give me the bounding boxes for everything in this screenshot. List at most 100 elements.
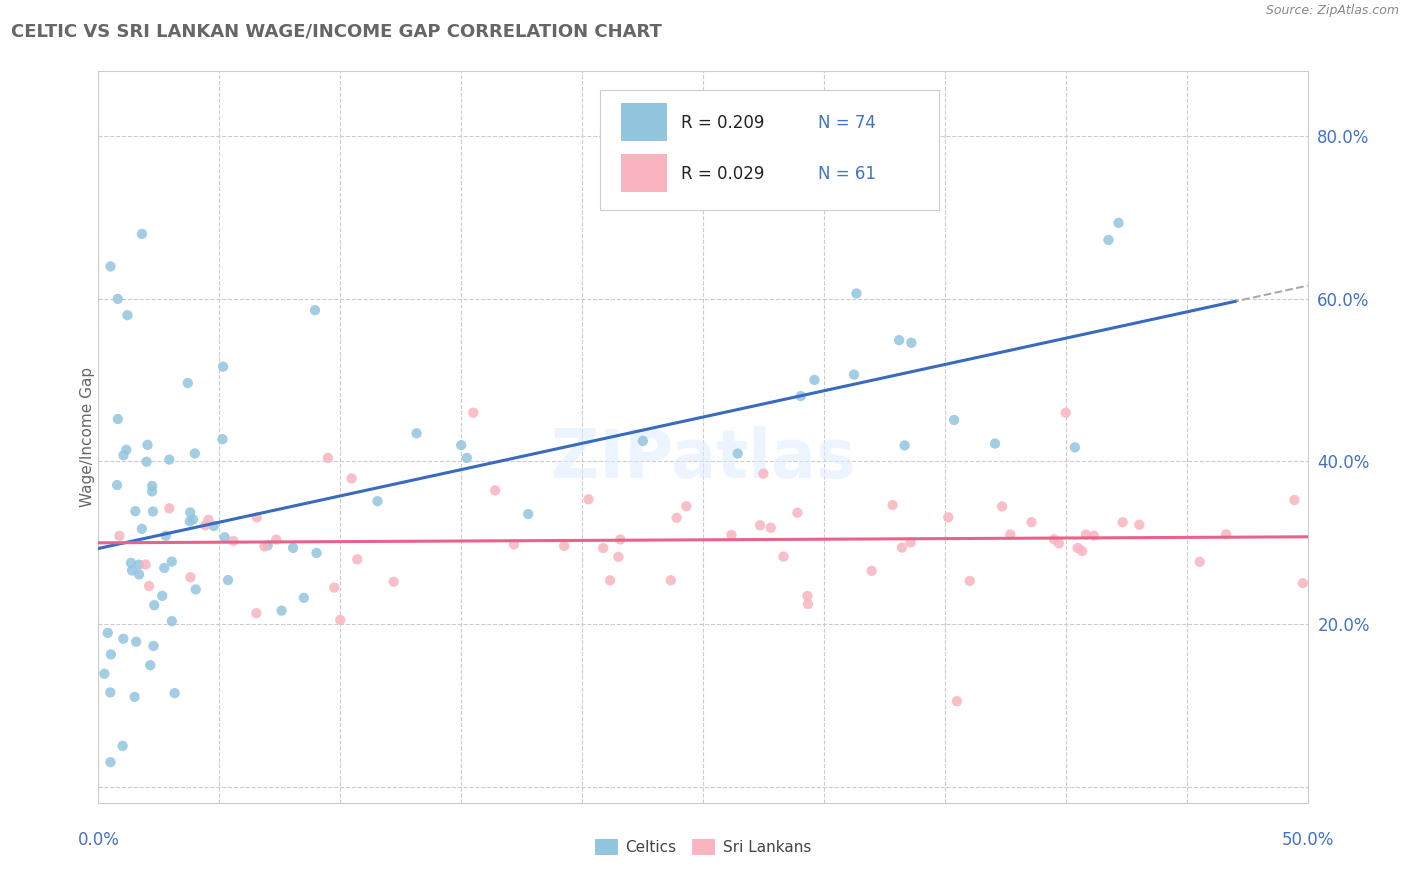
Point — [153, 561, 176, 575]
Point — [138, 579, 160, 593]
Text: Source: ZipAtlas.com: Source: ZipAtlas.com — [1265, 4, 1399, 18]
Point — [256, 538, 278, 552]
Point — [128, 558, 150, 572]
Point — [217, 573, 239, 587]
Point — [150, 589, 173, 603]
Point — [107, 292, 129, 306]
Point — [1074, 527, 1097, 541]
Point — [107, 412, 129, 426]
Text: 0.0%: 0.0% — [77, 831, 120, 849]
Point — [100, 260, 122, 274]
Point — [900, 335, 922, 350]
Text: R = 0.209: R = 0.209 — [682, 113, 765, 131]
Point — [607, 549, 630, 564]
Point — [845, 286, 868, 301]
Point — [111, 739, 134, 753]
Point — [305, 546, 328, 560]
Point — [609, 533, 631, 547]
Point — [592, 541, 614, 555]
Point — [160, 555, 183, 569]
Point — [222, 534, 245, 549]
Point — [463, 406, 485, 420]
Point — [1097, 233, 1119, 247]
Point — [124, 504, 146, 518]
Point — [803, 373, 825, 387]
Point — [157, 452, 180, 467]
Point — [346, 552, 368, 566]
Point — [214, 530, 236, 544]
Point — [155, 529, 177, 543]
Point — [1000, 527, 1022, 541]
Point — [1111, 515, 1133, 529]
Point — [141, 479, 163, 493]
Point — [163, 686, 186, 700]
Point — [117, 308, 139, 322]
Text: CELTIC VS SRI LANKAN WAGE/INCOME GAP CORRELATION CHART: CELTIC VS SRI LANKAN WAGE/INCOME GAP COR… — [11, 22, 662, 40]
Point — [264, 533, 287, 547]
Text: R = 0.029: R = 0.029 — [682, 165, 765, 183]
Point — [893, 438, 915, 452]
Point — [889, 333, 911, 347]
Point — [212, 359, 235, 374]
Point — [141, 484, 163, 499]
Point — [120, 556, 142, 570]
Point — [991, 500, 1014, 514]
Point — [323, 581, 346, 595]
Point — [790, 389, 813, 403]
Point — [179, 514, 201, 528]
Point — [759, 521, 782, 535]
Point — [882, 498, 904, 512]
Point — [136, 438, 159, 452]
Point — [842, 368, 865, 382]
Point — [100, 755, 122, 769]
Point — [943, 413, 966, 427]
Point — [270, 604, 292, 618]
Text: 50.0%: 50.0% — [1281, 831, 1334, 849]
Point — [659, 574, 682, 588]
Point — [727, 446, 749, 460]
Legend: Celtics, Sri Lankans: Celtics, Sri Lankans — [589, 833, 817, 861]
Point — [665, 510, 688, 524]
Point — [936, 510, 959, 524]
Point — [197, 513, 219, 527]
Point — [984, 436, 1007, 450]
Point — [405, 426, 427, 441]
Point — [108, 529, 131, 543]
Point — [553, 539, 575, 553]
Point — [329, 613, 352, 627]
Point — [105, 478, 128, 492]
Point — [177, 376, 200, 390]
Point — [900, 535, 922, 549]
Point — [139, 658, 162, 673]
Point — [253, 540, 276, 554]
Point — [1292, 576, 1315, 591]
Point — [112, 448, 135, 462]
Point — [946, 694, 969, 708]
Point — [304, 303, 326, 318]
Point — [891, 541, 914, 555]
Point — [675, 500, 697, 514]
Bar — [621, 154, 666, 192]
Point — [115, 442, 138, 457]
Point — [184, 446, 207, 460]
Point — [1108, 216, 1130, 230]
Point — [142, 639, 165, 653]
Point — [316, 450, 339, 465]
Point — [786, 506, 808, 520]
Point — [142, 504, 165, 518]
Point — [121, 564, 143, 578]
Point — [367, 494, 389, 508]
Point — [245, 606, 267, 620]
Point — [202, 519, 225, 533]
Point — [211, 432, 233, 446]
Point — [135, 558, 157, 572]
Point — [112, 632, 135, 646]
Point — [160, 614, 183, 628]
Point — [98, 685, 121, 699]
Point — [1071, 544, 1094, 558]
Point — [1043, 533, 1066, 547]
Point — [484, 483, 506, 498]
Point — [752, 467, 775, 481]
Point — [124, 690, 146, 704]
Point — [1064, 441, 1087, 455]
